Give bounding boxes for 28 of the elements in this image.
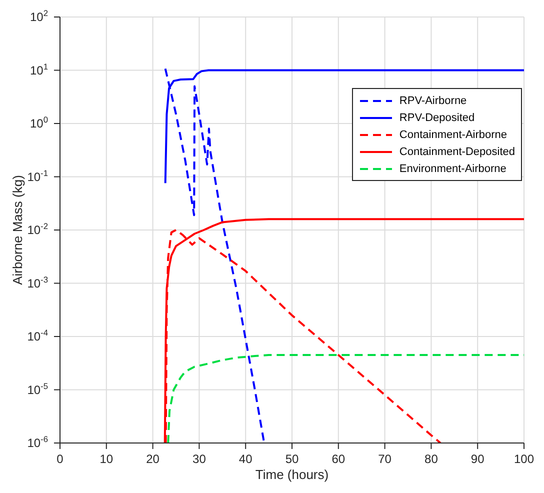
x-tick-label: 40 [238, 452, 253, 466]
legend-label: Containment-Deposited [399, 146, 515, 158]
legend-label: Environment-Airborne [399, 162, 506, 174]
y-tick-label: 10$^{-2}$ [27, 221, 48, 237]
y-tick-label: 10$^{-6}$ [27, 434, 48, 450]
line-series [167, 354, 524, 443]
x-tick-label: 20 [146, 452, 160, 466]
x-tick-label: 50 [285, 452, 299, 466]
y-tick-label: 10$^{-1}$ [27, 168, 48, 184]
y-tick-label: 10$^{0}$ [30, 114, 48, 130]
x-tick-label: 0 [56, 452, 64, 466]
x-tick-label: 80 [424, 452, 438, 466]
y-tick-label: 10$^{2}$ [30, 8, 48, 24]
x-tick-label: 10 [100, 452, 114, 466]
y-tick-label: 10$^{-3}$ [27, 274, 48, 290]
y-tick-label: 10$^{-4}$ [27, 328, 48, 344]
y-axis-title: Airborne Mass (kg) [10, 175, 25, 285]
y-tick-label: 10$^{-5}$ [27, 380, 48, 397]
x-tick-label: 70 [378, 452, 392, 466]
x-axis-title: Time (hours) [255, 467, 329, 482]
x-tick-label: 90 [470, 452, 485, 466]
y-tick-label: 10$^{1}$ [30, 61, 48, 78]
x-tick-label: 60 [332, 452, 346, 466]
x-tick-label: 30 [192, 452, 206, 466]
legend-label: RPV-Deposited [399, 112, 475, 124]
legend-label: Containment-Airborne [399, 128, 508, 140]
legend-label: RPV-Airborne [399, 94, 467, 106]
x-tick-label: 100 [514, 452, 534, 466]
